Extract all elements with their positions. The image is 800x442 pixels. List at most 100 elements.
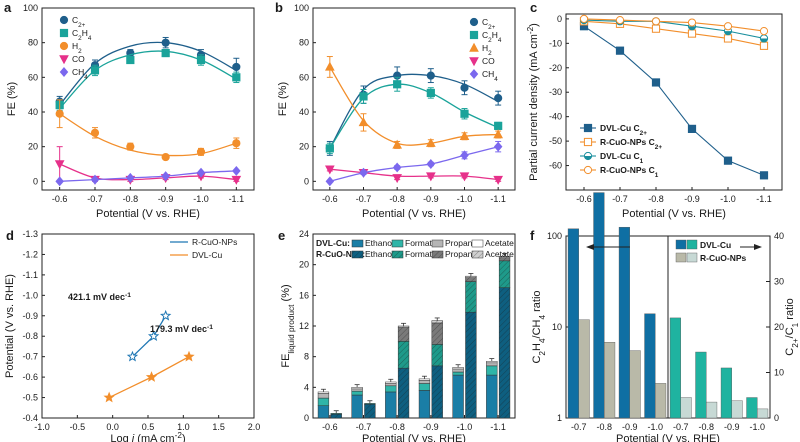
- legend-marker-fill: [584, 156, 592, 160]
- y-tick-label: 16: [299, 290, 309, 300]
- label-part: 2+: [488, 24, 496, 31]
- bar-hatch: [499, 287, 510, 418]
- legend-label: R-CuO-NPs C2+: [600, 137, 662, 151]
- label-part: 2+: [655, 144, 663, 151]
- legend-label: Ethanol: [365, 238, 394, 248]
- bar-hatch: [431, 322, 443, 345]
- legend-label: DVL-Cu: [700, 240, 731, 250]
- y-tick-label: 0: [304, 413, 309, 423]
- data-point: [723, 22, 733, 31]
- legend-group-label: R-CuO-NPs:: [316, 249, 365, 259]
- data-point: [231, 175, 242, 185]
- series-line: [583, 19, 765, 39]
- data-point: [460, 83, 469, 92]
- x-tick-label: -1.0: [647, 422, 663, 432]
- bar-segment: [452, 374, 464, 419]
- data-point: [159, 309, 172, 321]
- legend-label: H2: [72, 41, 82, 55]
- series-ch4: [55, 165, 241, 187]
- label-part: H: [482, 43, 488, 53]
- label-part: 4: [498, 37, 502, 44]
- panel-b: b -0.6 -0.7 -0.8 -0.9 -1.0 -1.1 0 20 40 60 80 100 Pot…: [275, 0, 516, 220]
- data-point: [493, 129, 504, 139]
- label-part: CH: [72, 67, 84, 77]
- bar-hatch: [465, 276, 477, 278]
- panel-letter: d: [6, 228, 14, 243]
- legend-label: C2+: [482, 17, 496, 31]
- legend-label: R-CuO-NPs: [700, 253, 747, 263]
- data-point: [126, 55, 135, 65]
- x-axis-title: Potential (V vs. RHE): [362, 433, 466, 442]
- x-tick-label: -0.8: [698, 422, 714, 432]
- data-point: [161, 48, 170, 58]
- label-part: CH: [482, 69, 494, 79]
- legend-marker: [59, 67, 69, 77]
- data-point: [460, 150, 469, 161]
- data-point: [460, 109, 469, 118]
- series-line: [583, 20, 765, 47]
- bar-hatch: [398, 327, 409, 342]
- x-tick-label: -0.7: [87, 194, 103, 204]
- y-tick-label: 20: [28, 142, 38, 152]
- bar-segment: [317, 405, 330, 419]
- y-tick-label: 40: [28, 107, 38, 117]
- series-line: [583, 18, 765, 32]
- data-point: [196, 167, 206, 178]
- data-point: [161, 152, 170, 162]
- x-tick-label: -0.5: [70, 422, 86, 432]
- y-axis-title: Potential (V vs. RHE): [4, 274, 16, 378]
- bar-segment: [418, 378, 431, 381]
- label-part: C: [784, 327, 796, 335]
- bar-hatch: [499, 257, 510, 261]
- bar: [680, 397, 692, 419]
- data-point: [579, 14, 589, 23]
- y-tick-label: 20: [299, 260, 309, 270]
- y-tick-label: -0.5: [22, 393, 38, 403]
- label-part: liquid product: [287, 304, 296, 354]
- panel-letter: f: [530, 228, 535, 243]
- label-part: 179.3 mV dec: [150, 324, 207, 334]
- label-part: 4: [538, 315, 547, 320]
- data-point: [687, 124, 697, 133]
- data-point: [425, 137, 436, 147]
- y-tick-label: 0: [557, 14, 562, 24]
- x-tick-label: -1.1: [229, 194, 245, 204]
- legend-label: Formate: [405, 238, 437, 248]
- bar-segment: [317, 397, 330, 406]
- y-tick-label: -0.6: [22, 372, 38, 382]
- y-tick-label-right: 40: [774, 231, 784, 241]
- data-point-fill: [724, 31, 732, 35]
- data-point: [615, 16, 625, 25]
- y-tick-label: 24: [299, 229, 309, 239]
- legend-marker: [469, 17, 479, 27]
- legend-marker: [583, 165, 593, 175]
- series-r-cuo-nps-c1: [579, 14, 769, 36]
- y-tick-label: 80: [28, 38, 38, 48]
- data-point: [126, 350, 139, 362]
- label-part: 4: [88, 35, 92, 42]
- fit-line: [132, 315, 167, 358]
- label-part: 1: [640, 158, 644, 165]
- label-part: CO: [72, 54, 85, 64]
- plot-frame: [41, 233, 255, 419]
- label-part: R-CuO-NPs: [600, 165, 649, 175]
- y-axis-title-left: C2H4/CH4 ratio: [531, 290, 547, 363]
- y-tick-label: -40: [549, 112, 562, 122]
- bar-segment: [351, 390, 363, 396]
- bar-segment: [317, 391, 330, 394]
- legend-label: DVL-Cu: [192, 250, 223, 260]
- data-point: [459, 172, 470, 182]
- legend-label: DVL-Cu C1: [600, 151, 644, 165]
- data-point: [161, 38, 170, 47]
- data-point: [393, 80, 402, 89]
- data-point: [359, 92, 368, 101]
- legend-hatch: [432, 251, 443, 258]
- legend-marker: [59, 41, 69, 51]
- legend-label: CH4: [72, 67, 88, 81]
- data-point: [759, 34, 769, 43]
- x-tick-label: -0.7: [571, 422, 587, 432]
- x-axis-title: Potential (V vs. RHE): [96, 208, 200, 220]
- data-point: [493, 175, 504, 185]
- label-part: 2: [538, 351, 547, 356]
